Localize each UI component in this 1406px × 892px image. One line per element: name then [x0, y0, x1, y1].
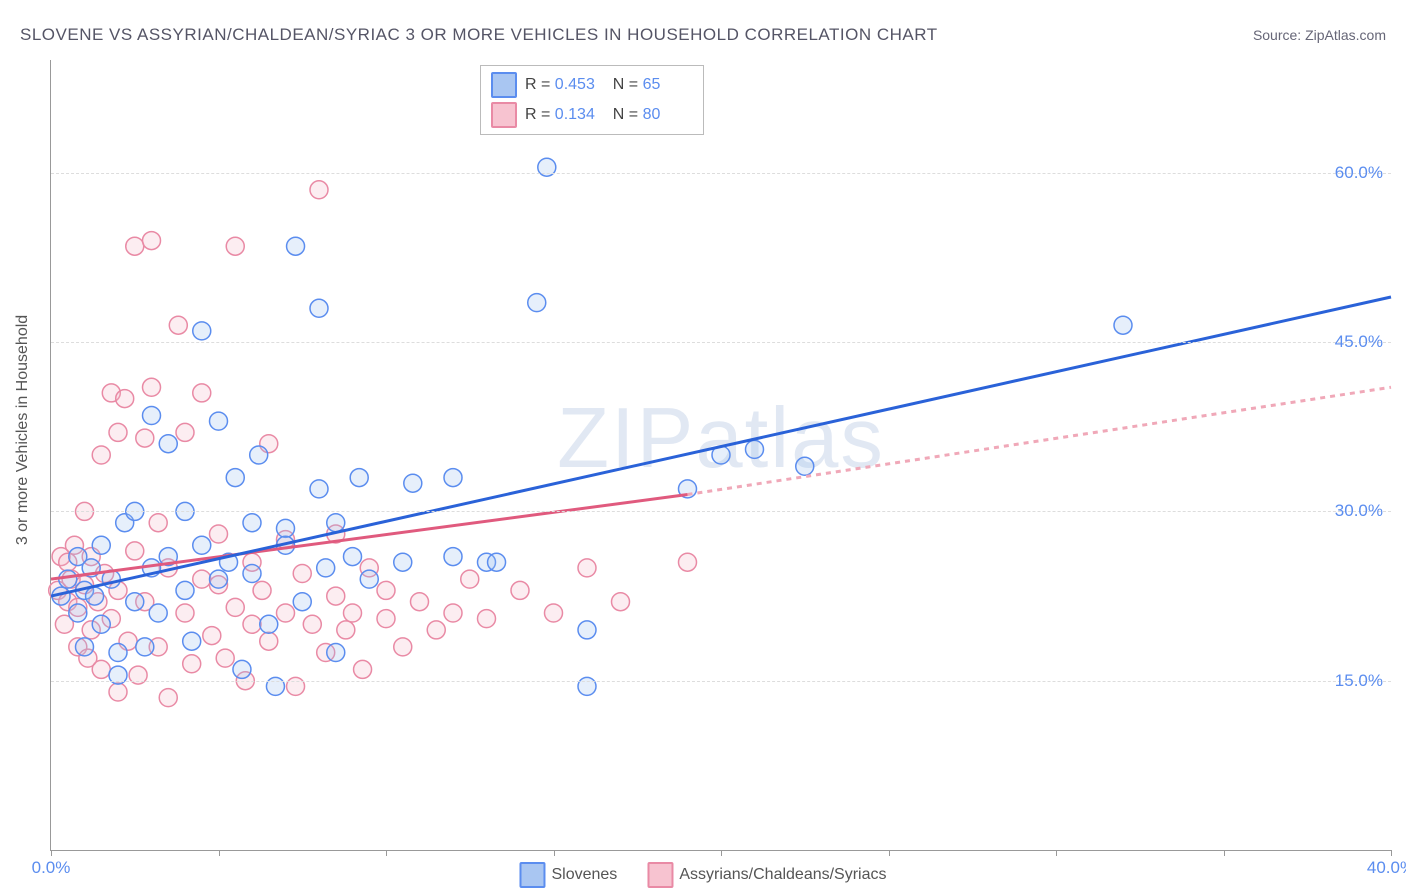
- r-value: 0.134: [555, 106, 605, 124]
- legend-row-assyrians: R = 0.134 N = 80: [491, 100, 693, 130]
- stat-label: N = 65: [613, 76, 693, 94]
- legend-label: Slovenes: [551, 866, 617, 883]
- swatch-icon: [491, 72, 517, 98]
- legend-row-slovenes: R = 0.453 N = 65: [491, 70, 693, 100]
- r-value: 0.453: [555, 76, 605, 94]
- y-axis-label: 3 or more Vehicles in Household: [14, 315, 32, 545]
- n-value: 65: [643, 76, 693, 94]
- x-tick-label: 0.0%: [32, 858, 71, 878]
- plot-svg: [51, 60, 1391, 850]
- legend-item-slovenes: Slovenes: [519, 862, 617, 888]
- chart-title: SLOVENE VS ASSYRIAN/CHALDEAN/SYRIAC 3 OR…: [20, 25, 938, 45]
- y-tick-label: 60.0%: [1335, 163, 1383, 183]
- scatter-plot: ZIPatlas 15.0%30.0%45.0%60.0%0.0%40.0%: [50, 60, 1391, 851]
- legend-label: Assyrians/Chaldeans/Syriacs: [679, 866, 886, 883]
- y-tick-label: 45.0%: [1335, 332, 1383, 352]
- title-bar: SLOVENE VS ASSYRIAN/CHALDEAN/SYRIAC 3 OR…: [20, 20, 1386, 50]
- x-tick-label: 40.0%: [1367, 858, 1406, 878]
- stat-label: N = 80: [613, 106, 693, 124]
- y-tick-label: 15.0%: [1335, 671, 1383, 691]
- correlation-legend: R = 0.453 N = 65 R = 0.134 N = 80: [480, 65, 704, 135]
- n-value: 80: [643, 106, 693, 124]
- source-label: Source: ZipAtlas.com: [1253, 27, 1386, 43]
- legend-item-assyrians: Assyrians/Chaldeans/Syriacs: [647, 862, 886, 888]
- stat-label: R = 0.453: [525, 76, 605, 94]
- swatch-icon: [519, 862, 545, 888]
- y-tick-label: 30.0%: [1335, 501, 1383, 521]
- series-legend: Slovenes Assyrians/Chaldeans/Syriacs: [519, 862, 886, 888]
- swatch-icon: [647, 862, 673, 888]
- stat-label: R = 0.134: [525, 106, 605, 124]
- swatch-icon: [491, 102, 517, 128]
